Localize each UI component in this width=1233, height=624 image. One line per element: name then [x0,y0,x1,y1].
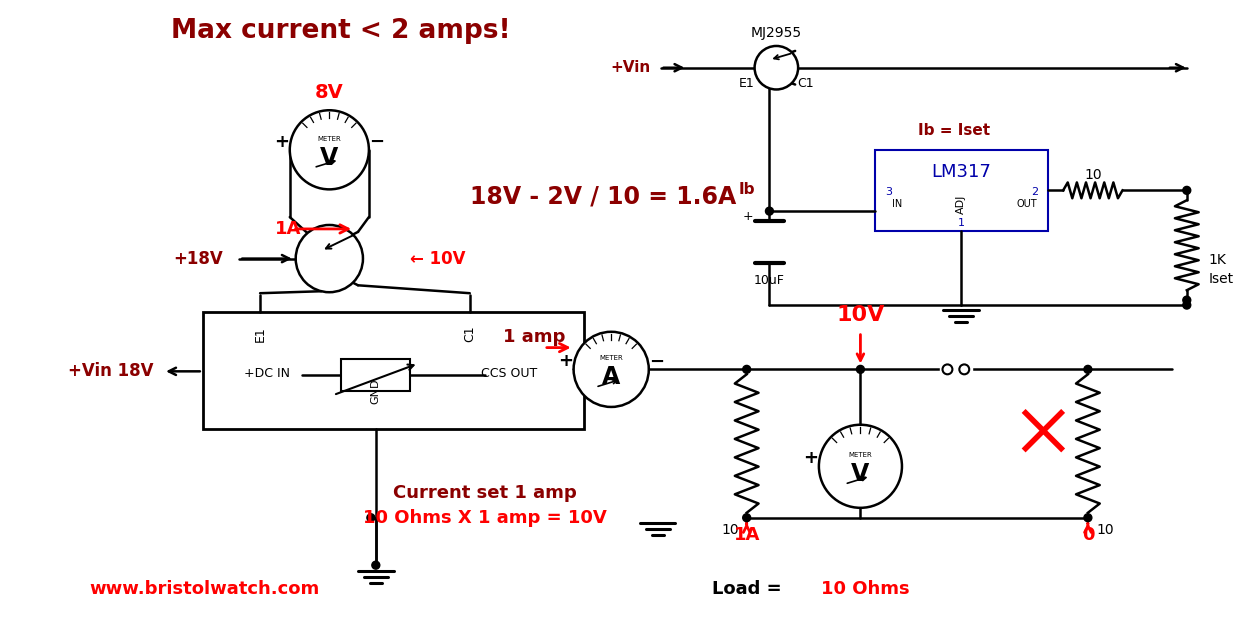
Text: 10 Ohms: 10 Ohms [821,580,910,598]
Text: Ib = Iset: Ib = Iset [919,122,990,137]
Text: V: V [851,462,869,486]
Text: +18V: +18V [173,250,222,268]
Circle shape [742,514,751,522]
Circle shape [1084,366,1092,373]
Text: ADJ: ADJ [957,195,967,214]
Text: GND: GND [371,378,381,404]
Text: METER: METER [317,136,342,142]
Circle shape [1182,296,1191,304]
Text: METER: METER [599,356,623,361]
Text: LM317: LM317 [931,163,991,180]
Text: 8V: 8V [314,83,344,102]
Text: +: + [742,210,753,223]
Text: 1K: 1K [1208,253,1227,266]
Circle shape [1182,187,1191,194]
Text: Max current < 2 amps!: Max current < 2 amps! [171,18,510,44]
Circle shape [959,364,969,374]
Circle shape [857,366,864,373]
Text: MJ2955: MJ2955 [751,26,801,40]
Text: +: + [804,449,819,467]
Text: 10V: 10V [836,305,884,325]
Text: A: A [602,365,620,389]
Circle shape [819,425,903,508]
Text: C1: C1 [798,77,814,90]
Text: 1 amp: 1 amp [503,328,565,346]
Text: 10: 10 [1097,522,1115,537]
Text: +: + [559,353,573,371]
Text: 2: 2 [1031,187,1038,197]
Text: 18V - 2V / 10 = 1.6A: 18V - 2V / 10 = 1.6A [470,184,736,208]
Circle shape [742,366,751,373]
Text: +Vin: +Vin [610,61,651,76]
Bar [875,150,1048,231]
Text: 10uF: 10uF [755,274,785,287]
Text: 1A: 1A [734,525,760,544]
Bar [202,312,583,429]
Text: Ib: Ib [739,182,755,197]
Circle shape [766,207,773,215]
Text: 10: 10 [1084,167,1101,182]
Circle shape [573,332,649,407]
Text: www.bristolwatch.com: www.bristolwatch.com [89,580,319,598]
Circle shape [755,46,798,89]
Text: 3: 3 [885,187,893,197]
Circle shape [1182,301,1191,309]
Circle shape [367,514,375,522]
Circle shape [296,225,363,292]
Circle shape [1084,514,1092,522]
Text: E1: E1 [254,326,266,341]
Text: CCS OUT: CCS OUT [481,367,538,380]
Circle shape [942,364,952,374]
Text: +: + [275,133,290,151]
Text: +DC IN: +DC IN [244,367,290,380]
Text: C1: C1 [464,326,476,342]
Text: 1A: 1A [275,220,301,238]
Text: 1: 1 [958,218,964,228]
Circle shape [290,110,369,189]
Circle shape [372,561,380,569]
Text: Current set 1 amp: Current set 1 amp [393,484,577,502]
Text: E1: E1 [739,77,755,90]
Text: 10 Ohms X 1 amp = 10V: 10 Ohms X 1 amp = 10V [363,509,607,527]
Text: Load =: Load = [711,580,782,598]
Text: IN: IN [891,199,903,209]
Text: ← 10V: ← 10V [411,250,466,268]
Text: METER: METER [848,452,872,459]
Text: Iset: Iset [1208,272,1233,286]
Text: −: − [369,133,385,151]
Text: −: − [649,353,665,371]
Text: V: V [321,146,339,170]
Text: +Vin 18V: +Vin 18V [68,363,153,381]
Text: 10: 10 [721,522,739,537]
Text: OUT: OUT [1016,199,1037,209]
Text: 0: 0 [1081,525,1094,544]
Bar [342,359,411,391]
